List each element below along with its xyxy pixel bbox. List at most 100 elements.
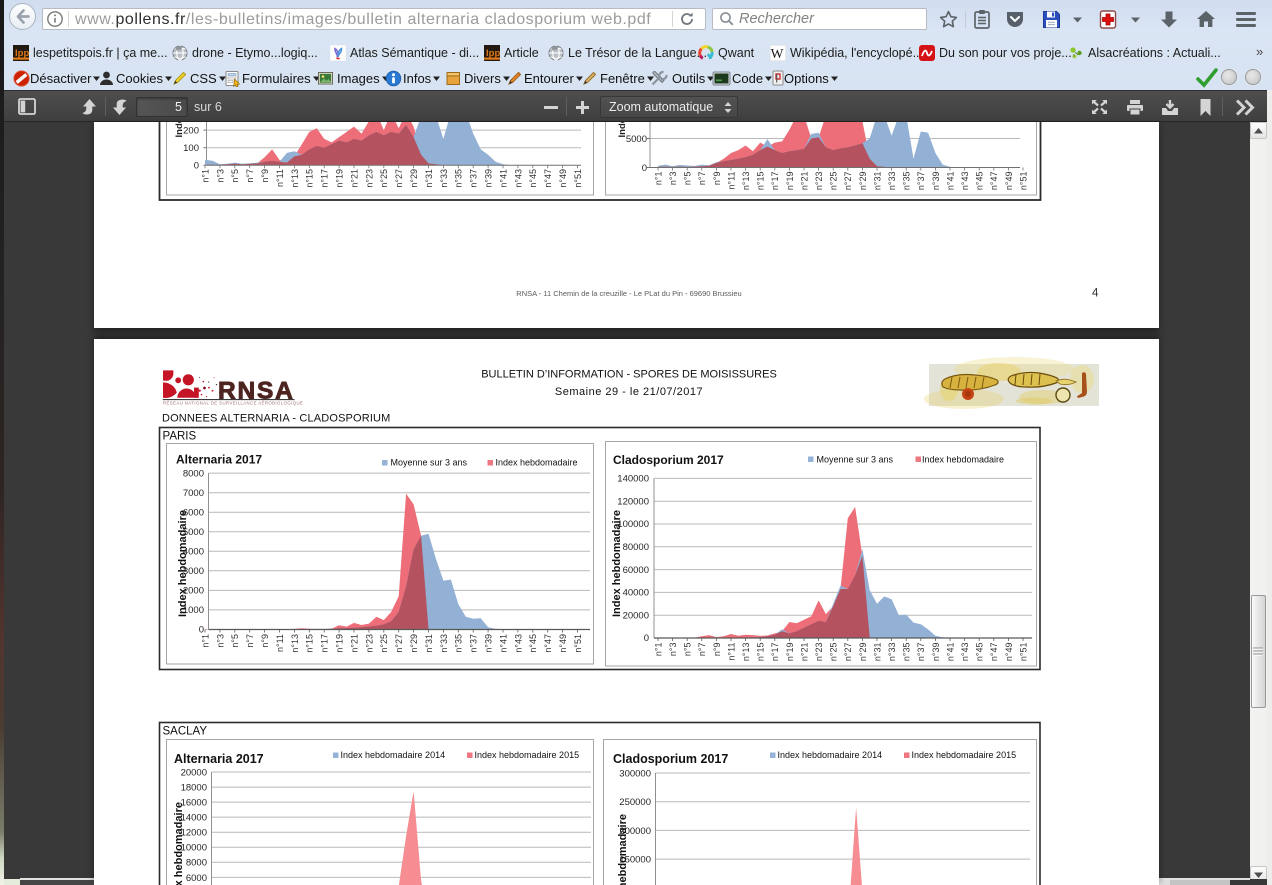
svg-text:n°33: n°33 xyxy=(439,634,449,653)
svg-text:n°19: n°19 xyxy=(335,634,345,653)
svg-text:n°1: n°1 xyxy=(653,643,663,657)
svg-text:18000: 18000 xyxy=(181,782,207,793)
svg-text:lpp: lpp xyxy=(15,48,29,59)
svg-text:n°13: n°13 xyxy=(741,643,751,662)
svg-text:Index hebdomadaire: Index hebdomadaire xyxy=(174,122,185,138)
svg-text:n°3: n°3 xyxy=(215,169,225,183)
svg-text:n°33: n°33 xyxy=(887,643,897,662)
svg-text:8000: 8000 xyxy=(186,858,207,869)
svg-text:n°17: n°17 xyxy=(320,169,330,188)
svg-text:Index hebdomadaire 2014: Index hebdomadaire 2014 xyxy=(778,750,883,760)
svg-text:n°35: n°35 xyxy=(902,172,912,191)
svg-text:Index hebdomadaire: Index hebdomadaire xyxy=(177,510,189,617)
svg-text:0: 0 xyxy=(642,163,647,174)
svg-text:n°23: n°23 xyxy=(814,172,824,191)
svg-text:n°29: n°29 xyxy=(858,172,868,191)
svg-text:n°35: n°35 xyxy=(454,169,464,188)
svg-text:n°19: n°19 xyxy=(335,169,345,188)
svg-text:0: 0 xyxy=(199,625,204,636)
svg-text:n°1: n°1 xyxy=(200,634,210,648)
svg-text:1000: 1000 xyxy=(183,605,204,616)
svg-text:100: 100 xyxy=(183,143,199,154)
svg-text:200: 200 xyxy=(183,126,199,137)
svg-text:n°35: n°35 xyxy=(454,634,464,653)
svg-text:Cladosporium 2017: Cladosporium 2017 xyxy=(613,752,728,766)
svg-text:n°23: n°23 xyxy=(814,643,824,662)
svg-text:n°45: n°45 xyxy=(975,643,985,662)
svg-text:n°1: n°1 xyxy=(200,169,210,183)
svg-text:5000: 5000 xyxy=(183,527,204,538)
svg-text:n°37: n°37 xyxy=(469,634,479,653)
svg-text:n°21: n°21 xyxy=(799,172,809,191)
svg-text:n°5: n°5 xyxy=(683,643,693,657)
svg-text:n°43: n°43 xyxy=(960,643,970,662)
svg-text:n°47: n°47 xyxy=(989,172,999,191)
svg-text:n°15: n°15 xyxy=(305,634,315,653)
svg-text:n°43: n°43 xyxy=(513,634,523,653)
svg-text:n°13: n°13 xyxy=(290,634,300,653)
svg-text:Index hebdomadaire: Index hebdomadaire xyxy=(617,814,629,885)
svg-text:n°29: n°29 xyxy=(858,643,868,662)
svg-text:n°31: n°31 xyxy=(424,169,434,188)
svg-text:n°39: n°39 xyxy=(931,643,941,662)
svg-text:n°49: n°49 xyxy=(1004,172,1014,191)
svg-text:n°45: n°45 xyxy=(528,169,538,188)
svg-text:n°47: n°47 xyxy=(989,643,999,662)
svg-text:5000: 5000 xyxy=(626,134,647,145)
svg-text:n°3: n°3 xyxy=(215,634,225,648)
svg-text:80000: 80000 xyxy=(623,542,649,553)
svg-text:n°45: n°45 xyxy=(528,634,538,653)
svg-text:10000: 10000 xyxy=(181,843,207,854)
svg-text:n°9: n°9 xyxy=(260,169,270,183)
svg-text:n°39: n°39 xyxy=(931,172,941,191)
svg-text:n°27: n°27 xyxy=(394,169,404,188)
svg-text:300000: 300000 xyxy=(619,768,651,779)
svg-text:n°3: n°3 xyxy=(668,172,678,186)
svg-text:n°7: n°7 xyxy=(697,643,707,657)
svg-text:Alternaria 2017: Alternaria 2017 xyxy=(174,752,264,766)
svg-text:n°31: n°31 xyxy=(872,643,882,662)
svg-text:n°23: n°23 xyxy=(364,634,374,653)
svg-text:n°21: n°21 xyxy=(799,643,809,662)
svg-text:n°15: n°15 xyxy=(756,172,766,191)
svg-text:0: 0 xyxy=(194,161,199,172)
svg-text:120000: 120000 xyxy=(617,496,649,507)
svg-text:n°11: n°11 xyxy=(275,169,285,187)
svg-text:250000: 250000 xyxy=(619,797,651,808)
svg-text:3000: 3000 xyxy=(183,566,204,577)
svg-text:n°21: n°21 xyxy=(349,634,359,653)
svg-text:n°49: n°49 xyxy=(558,634,568,653)
svg-text:n°49: n°49 xyxy=(1004,643,1014,662)
svg-text:140000: 140000 xyxy=(617,474,649,485)
svg-text:n°9: n°9 xyxy=(712,172,722,186)
svg-text:lpp: lpp xyxy=(486,48,500,59)
svg-text:60000: 60000 xyxy=(623,565,649,576)
svg-text:n°41: n°41 xyxy=(945,643,955,662)
svg-text:SACLAY: SACLAY xyxy=(163,726,208,738)
svg-text:Index hebdomadaire 2014: Index hebdomadaire 2014 xyxy=(341,750,446,760)
svg-text:n°23: n°23 xyxy=(364,169,374,188)
svg-text:n°19: n°19 xyxy=(785,172,795,191)
svg-text:2000: 2000 xyxy=(183,586,204,597)
svg-text:n°37: n°37 xyxy=(916,643,926,662)
svg-text:n°29: n°29 xyxy=(409,634,419,653)
svg-text:150000: 150000 xyxy=(619,855,651,866)
svg-text:12000: 12000 xyxy=(181,828,207,839)
svg-text:W: W xyxy=(771,46,784,61)
svg-text:Cladosporium 2017: Cladosporium 2017 xyxy=(613,453,724,467)
svg-text:100000: 100000 xyxy=(617,519,649,530)
svg-text:DONNEES ALTERNARIA - CLADOSPOR: DONNEES ALTERNARIA - CLADOSPORIUM xyxy=(162,413,390,425)
svg-text:Index hebdomadaire: Index hebdomadaire xyxy=(611,510,623,617)
svg-text:7000: 7000 xyxy=(183,488,204,499)
svg-text:n°25: n°25 xyxy=(829,172,839,191)
svg-text:n°5: n°5 xyxy=(683,172,693,186)
svg-text:PARIS: PARIS xyxy=(163,431,197,443)
svg-text:n°13: n°13 xyxy=(741,172,751,191)
svg-text:0: 0 xyxy=(644,633,649,644)
svg-text:n°19: n°19 xyxy=(785,643,795,662)
svg-text:Index hebdomadaire: Index hebdomadaire xyxy=(173,802,185,885)
svg-text:BULLETIN D’INFORMATION - SPORE: BULLETIN D’INFORMATION - SPORES DE MOISI… xyxy=(481,369,777,381)
svg-text:n°41: n°41 xyxy=(498,634,508,653)
svg-text:n°7: n°7 xyxy=(245,169,255,183)
svg-text:Index hebdomadaire: Index hebdomadaire xyxy=(496,458,578,468)
